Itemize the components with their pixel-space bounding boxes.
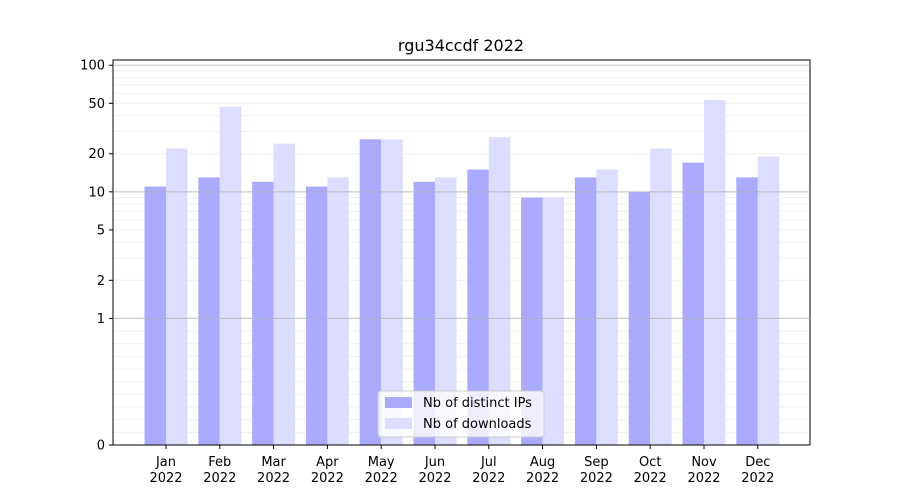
x-tick-label-month: Aug <box>530 455 555 470</box>
y-tick-label: 0 <box>97 439 105 454</box>
bar-distinct-ips <box>413 181 435 445</box>
x-tick-label-year: 2022 <box>149 471 182 486</box>
x-tick-label-year: 2022 <box>687 471 720 486</box>
bar-distinct-ips <box>467 169 489 445</box>
bar-downloads <box>650 148 672 445</box>
bar-distinct-ips <box>574 177 597 446</box>
x-tick-label-month: Sep <box>584 455 609 470</box>
x-tick-label-year: 2022 <box>526 471 559 486</box>
x-tick-label-year: 2022 <box>203 471 236 486</box>
y-tick-label: 20 <box>88 147 105 162</box>
x-tick-label-month: Apr <box>316 455 339 470</box>
y-tick-label: 5 <box>97 223 105 238</box>
x-tick-label-year: 2022 <box>418 471 451 486</box>
x-tick-label-year: 2022 <box>634 471 667 486</box>
bar-distinct-ips <box>682 162 704 445</box>
legend-label: Nb of distinct IPs <box>423 396 532 411</box>
x-tick-label-year: 2022 <box>580 471 613 486</box>
y-tick-label: 2 <box>97 274 105 289</box>
x-tick-label-month: Mar <box>261 455 286 470</box>
bar-distinct-ips <box>521 197 543 445</box>
y-axis: 0 1 2 5 10 20 50 100 <box>80 59 113 454</box>
bar-downloads <box>542 197 565 445</box>
chart-title: rgu34ccdf 2022 <box>398 36 524 55</box>
bars <box>144 100 780 446</box>
y-tick-label: 1 <box>97 312 105 327</box>
x-tick-label-month: May <box>368 455 395 470</box>
y-tick-label: 10 <box>88 185 105 200</box>
legend: Nb of distinct IPs Nb of downloads <box>377 390 545 438</box>
legend-label: Nb of downloads <box>423 417 532 432</box>
bar-downloads <box>704 100 726 445</box>
x-tick-label-month: Nov <box>691 455 717 470</box>
x-axis: Jan2022Feb2022Mar2022Apr2022May2022Jun20… <box>149 445 774 486</box>
x-tick-label-year: 2022 <box>311 471 344 486</box>
x-tick-label-month: Dec <box>745 455 770 470</box>
x-tick-label-year: 2022 <box>257 471 290 486</box>
y-tick-label: 50 <box>88 97 105 112</box>
bar-downloads <box>273 143 296 445</box>
bar-downloads <box>488 137 511 446</box>
legend-box <box>377 390 545 438</box>
x-tick-label-month: Feb <box>208 455 231 470</box>
y-tick-label: 100 <box>80 59 105 74</box>
legend-swatch <box>385 418 412 429</box>
bar-downloads <box>219 106 242 445</box>
bar-downloads <box>327 177 349 446</box>
bar-distinct-ips <box>144 186 166 446</box>
bar-downloads <box>757 156 780 446</box>
bar-distinct-ips <box>305 186 328 446</box>
x-tick-label-month: Oct <box>639 455 661 470</box>
x-tick-label-month: Jul <box>480 455 497 470</box>
bar-downloads <box>435 177 457 446</box>
bar-distinct-ips <box>252 181 274 445</box>
x-tick-label-month: Jun <box>424 455 445 470</box>
x-tick-label-year: 2022 <box>365 471 398 486</box>
bar-distinct-ips <box>198 177 220 446</box>
bar-downloads <box>166 148 188 445</box>
bar-distinct-ips <box>736 177 758 446</box>
x-tick-label-year: 2022 <box>741 471 774 486</box>
x-tick-label-year: 2022 <box>472 471 505 486</box>
bar-downloads <box>596 169 618 445</box>
legend-swatch <box>385 397 412 408</box>
bar-distinct-ips <box>359 139 382 445</box>
plot-frame <box>112 59 811 446</box>
x-tick-label-month: Jan <box>155 455 176 470</box>
bar-downloads <box>381 139 403 445</box>
